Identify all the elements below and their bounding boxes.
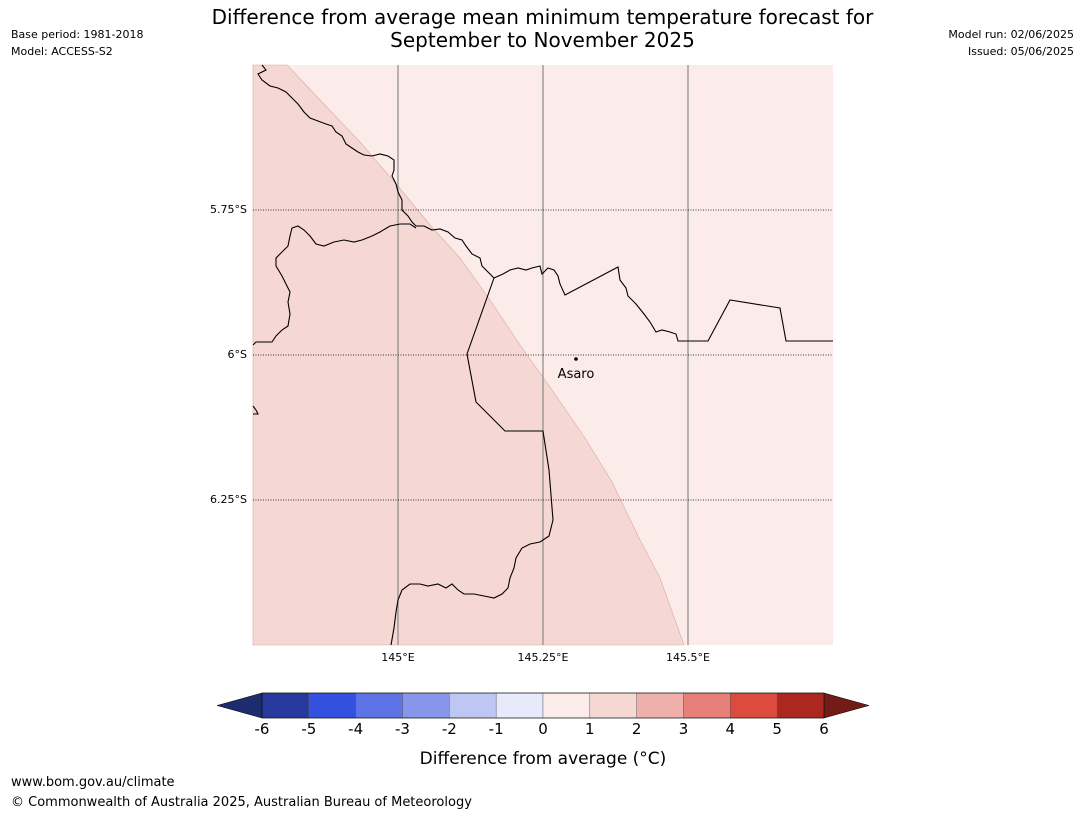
lat-label-5-75: 5.75°S [210, 203, 247, 216]
header-right: Model run: 02/06/2025 Issued: 05/06/2025 [948, 26, 1074, 60]
boundary-west [252, 223, 417, 346]
asaro-label: Asaro [558, 367, 595, 382]
colorbar-swatch [495, 692, 544, 719]
colorbar-tick-label: 0 [538, 720, 548, 738]
colorbar-frame [261, 692, 825, 719]
model-run: Model run: 02/06/2025 [948, 28, 1074, 41]
colorbar-swatch [776, 692, 825, 719]
base-period: Base period: 1981-2018 [11, 28, 144, 41]
colorbar-tick-label: 3 [679, 720, 689, 738]
colorbar-extend-low [216, 692, 263, 719]
colorbar-swatch [402, 692, 450, 719]
colorbar-extend-high [823, 692, 870, 719]
colorbar-label: Difference from average (°C) [420, 749, 667, 769]
asaro-marker [574, 357, 578, 361]
lat-label-6: 6°S [228, 348, 247, 361]
colorbar-tick-label: -4 [348, 720, 363, 738]
colorbar-swatch [589, 692, 637, 719]
colorbar-tick-label: 4 [726, 720, 736, 738]
boundary-central [390, 277, 554, 646]
colorbar-swatch [261, 692, 310, 719]
lat-label-6-25: 6.25°S [210, 493, 247, 506]
model-name: Model: ACCESS-S2 [11, 45, 113, 58]
map-title: Difference from average mean minimum tem… [150, 6, 935, 52]
colorbar-swatch [355, 692, 403, 719]
colorbar-swatch [636, 692, 684, 719]
colorbar-swatch [730, 692, 778, 719]
colorbar: -6 -5 -4 -3 -2 -1 0 1 2 3 4 5 6 [216, 692, 870, 738]
colorbar-tick-label: -3 [395, 720, 410, 738]
colorbar-tick-label: -1 [489, 720, 504, 738]
footer-url: www.bom.gov.au/climate [11, 775, 175, 790]
title-line-2: September to November 2025 [390, 28, 695, 52]
colorbar-tick-label: 1 [585, 720, 595, 738]
colorbar-tick-label: -2 [442, 720, 457, 738]
colorbar-tick-label: 2 [632, 720, 642, 738]
title-line-1: Difference from average mean minimum tem… [211, 5, 874, 29]
colorbar-swatch [542, 692, 591, 719]
boundary-north [257, 64, 833, 342]
lon-label-145-5: 145.5°E [666, 651, 710, 664]
province-boundaries [252, 64, 833, 646]
header-left: Base period: 1981-2018 Model: ACCESS-S2 [11, 26, 143, 60]
colorbar-tick-label: -6 [255, 720, 270, 738]
lon-label-145: 145°E [381, 651, 414, 664]
colorbar-swatch [308, 692, 356, 719]
issued-date: Issued: 05/06/2025 [967, 45, 1074, 58]
colorbar-tick-label: 6 [819, 720, 829, 738]
lon-label-145-25: 145.25°E [518, 651, 569, 664]
footer-copyright: © Commonwealth of Australia 2025, Austra… [11, 795, 472, 810]
colorbar-swatch [683, 692, 731, 719]
boundary-fragment [252, 405, 259, 415]
colorbar-tick-label: -5 [301, 720, 316, 738]
colorbar-swatch [449, 692, 497, 719]
colorbar-tick-label: 5 [772, 720, 782, 738]
